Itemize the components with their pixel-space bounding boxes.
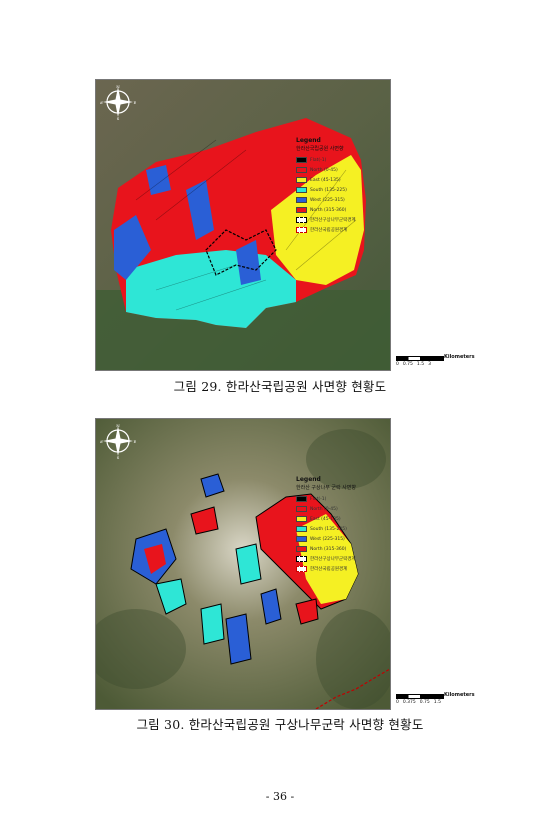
legend-swatch <box>296 566 307 572</box>
scale-tick-label: 3 <box>428 362 431 367</box>
legend-item: East (45-135) <box>296 514 392 524</box>
compass-rose-icon: N S E W <box>100 84 136 120</box>
scale-bar-graphic <box>396 694 444 699</box>
legend-label: South (135-225) <box>310 526 347 532</box>
legend-item: Flat(-1) <box>296 155 392 165</box>
legend-item: West (225-315) <box>296 195 392 205</box>
legend-swatch <box>296 496 307 502</box>
scale-tick-label: 0.75 <box>402 362 413 367</box>
compass-e: E <box>134 439 136 444</box>
legend-label: West (225-315) <box>310 536 345 542</box>
legend-swatch <box>296 157 307 163</box>
compass-s: S <box>117 116 120 120</box>
legend-subtitle: 한라산국립공원 사면향 <box>296 146 344 152</box>
scale-bar-figure-30: Kilometers 0 0.375 0.75 1.5 <box>396 692 475 705</box>
legend-figure-29: Legend 한라산국립공원 사면향 Flat(-1) North (0-45) E… <box>296 137 392 235</box>
legend-item: South (135-225) <box>296 185 392 195</box>
scale-tick-label: 1.5 <box>416 362 425 367</box>
legend-item: 한라산구상나무군락경계 <box>296 554 392 564</box>
legend-label: North (315-360) <box>310 546 347 552</box>
legend-label: 한라산국립공원경계 <box>310 567 348 572</box>
legend-swatch <box>296 227 307 233</box>
legend-title: Legend <box>296 137 321 144</box>
compass-n: N <box>116 84 120 89</box>
legend-item: North (0-45) <box>296 504 392 514</box>
compass-w: W <box>100 100 104 105</box>
legend-swatch <box>296 526 307 532</box>
scale-unit: Kilometers <box>444 692 475 698</box>
aspect-map-image <box>96 419 390 709</box>
legend-figure-30: Legend 한라산 구상나무 군락 사면향 Flat(-1) North (0-… <box>296 476 392 574</box>
legend-label: 한라산구상나무군락경계 <box>310 557 356 562</box>
legend-item: East (45-135) <box>296 175 392 185</box>
compass-n: N <box>116 423 120 428</box>
scale-bar-figure-29: Kilometers 0 0.75 1.5 3 <box>396 354 475 367</box>
legend-swatch <box>296 177 307 183</box>
figure-caption-29: 그림 29. 한라산국립공원 사면향 현황도 <box>173 379 387 394</box>
legend-label: Flat(-1) <box>310 157 327 163</box>
legend-swatch <box>296 207 307 213</box>
legend-label: 한라산구상나무군락경계 <box>310 218 356 223</box>
aspect-map-figure-30: N S E W <box>95 418 391 710</box>
scale-unit: Kilometers <box>444 354 475 360</box>
compass-s: S <box>117 455 120 459</box>
page-number: - 36 - <box>265 790 295 803</box>
legend-label: 한라산국립공원경계 <box>310 228 348 233</box>
compass-e: E <box>134 100 136 105</box>
scale-tick-label: 0 <box>396 700 399 705</box>
legend-swatch <box>296 506 307 512</box>
legend-subtitle: 한라산 구상나무 군락 사면향 <box>296 485 356 491</box>
legend-item: West (225-315) <box>296 534 392 544</box>
legend-label: West (225-315) <box>310 197 345 203</box>
scale-tick-label: 0.75 <box>419 700 430 705</box>
compass-rose-icon: N S E W <box>100 423 136 459</box>
scale-tick-label: 0 <box>396 362 399 367</box>
legend-item: 한라산구상나무군락경계 <box>296 215 392 225</box>
compass-w: W <box>100 439 104 444</box>
legend-item: North (0-45) <box>296 165 392 175</box>
legend-swatch <box>296 556 307 562</box>
legend-swatch <box>296 197 307 203</box>
legend-swatch <box>296 187 307 193</box>
legend-label: Flat(-1) <box>310 496 327 502</box>
legend-swatch <box>296 516 307 522</box>
scale-bar-graphic <box>396 356 444 361</box>
legend-item: North (315-360) <box>296 544 392 554</box>
legend-item: North (315-360) <box>296 205 392 215</box>
legend-label: East (45-135) <box>310 177 341 183</box>
legend-item: 한라산국립공원경계 <box>296 225 392 235</box>
legend-swatch <box>296 167 307 173</box>
legend-label: East (45-135) <box>310 516 341 522</box>
legend-swatch <box>296 217 307 223</box>
legend-title: Legend <box>296 476 321 483</box>
figure-caption-30: 그림 30. 한라산국립공원 구상나무군락 사면향 현황도 <box>136 717 424 732</box>
legend-swatch <box>296 536 307 542</box>
legend-item: South (135-225) <box>296 524 392 534</box>
legend-label: North (315-360) <box>310 207 347 213</box>
legend-swatch <box>296 546 307 552</box>
scale-tick-label: 1.5 <box>433 700 441 705</box>
scale-tick-label: 0.375 <box>402 700 416 705</box>
legend-label: North (0-45) <box>310 167 338 173</box>
legend-item: Flat(-1) <box>296 494 392 504</box>
legend-label: South (135-225) <box>310 187 347 193</box>
legend-label: North (0-45) <box>310 506 338 512</box>
legend-item: 한라산국립공원경계 <box>296 564 392 574</box>
